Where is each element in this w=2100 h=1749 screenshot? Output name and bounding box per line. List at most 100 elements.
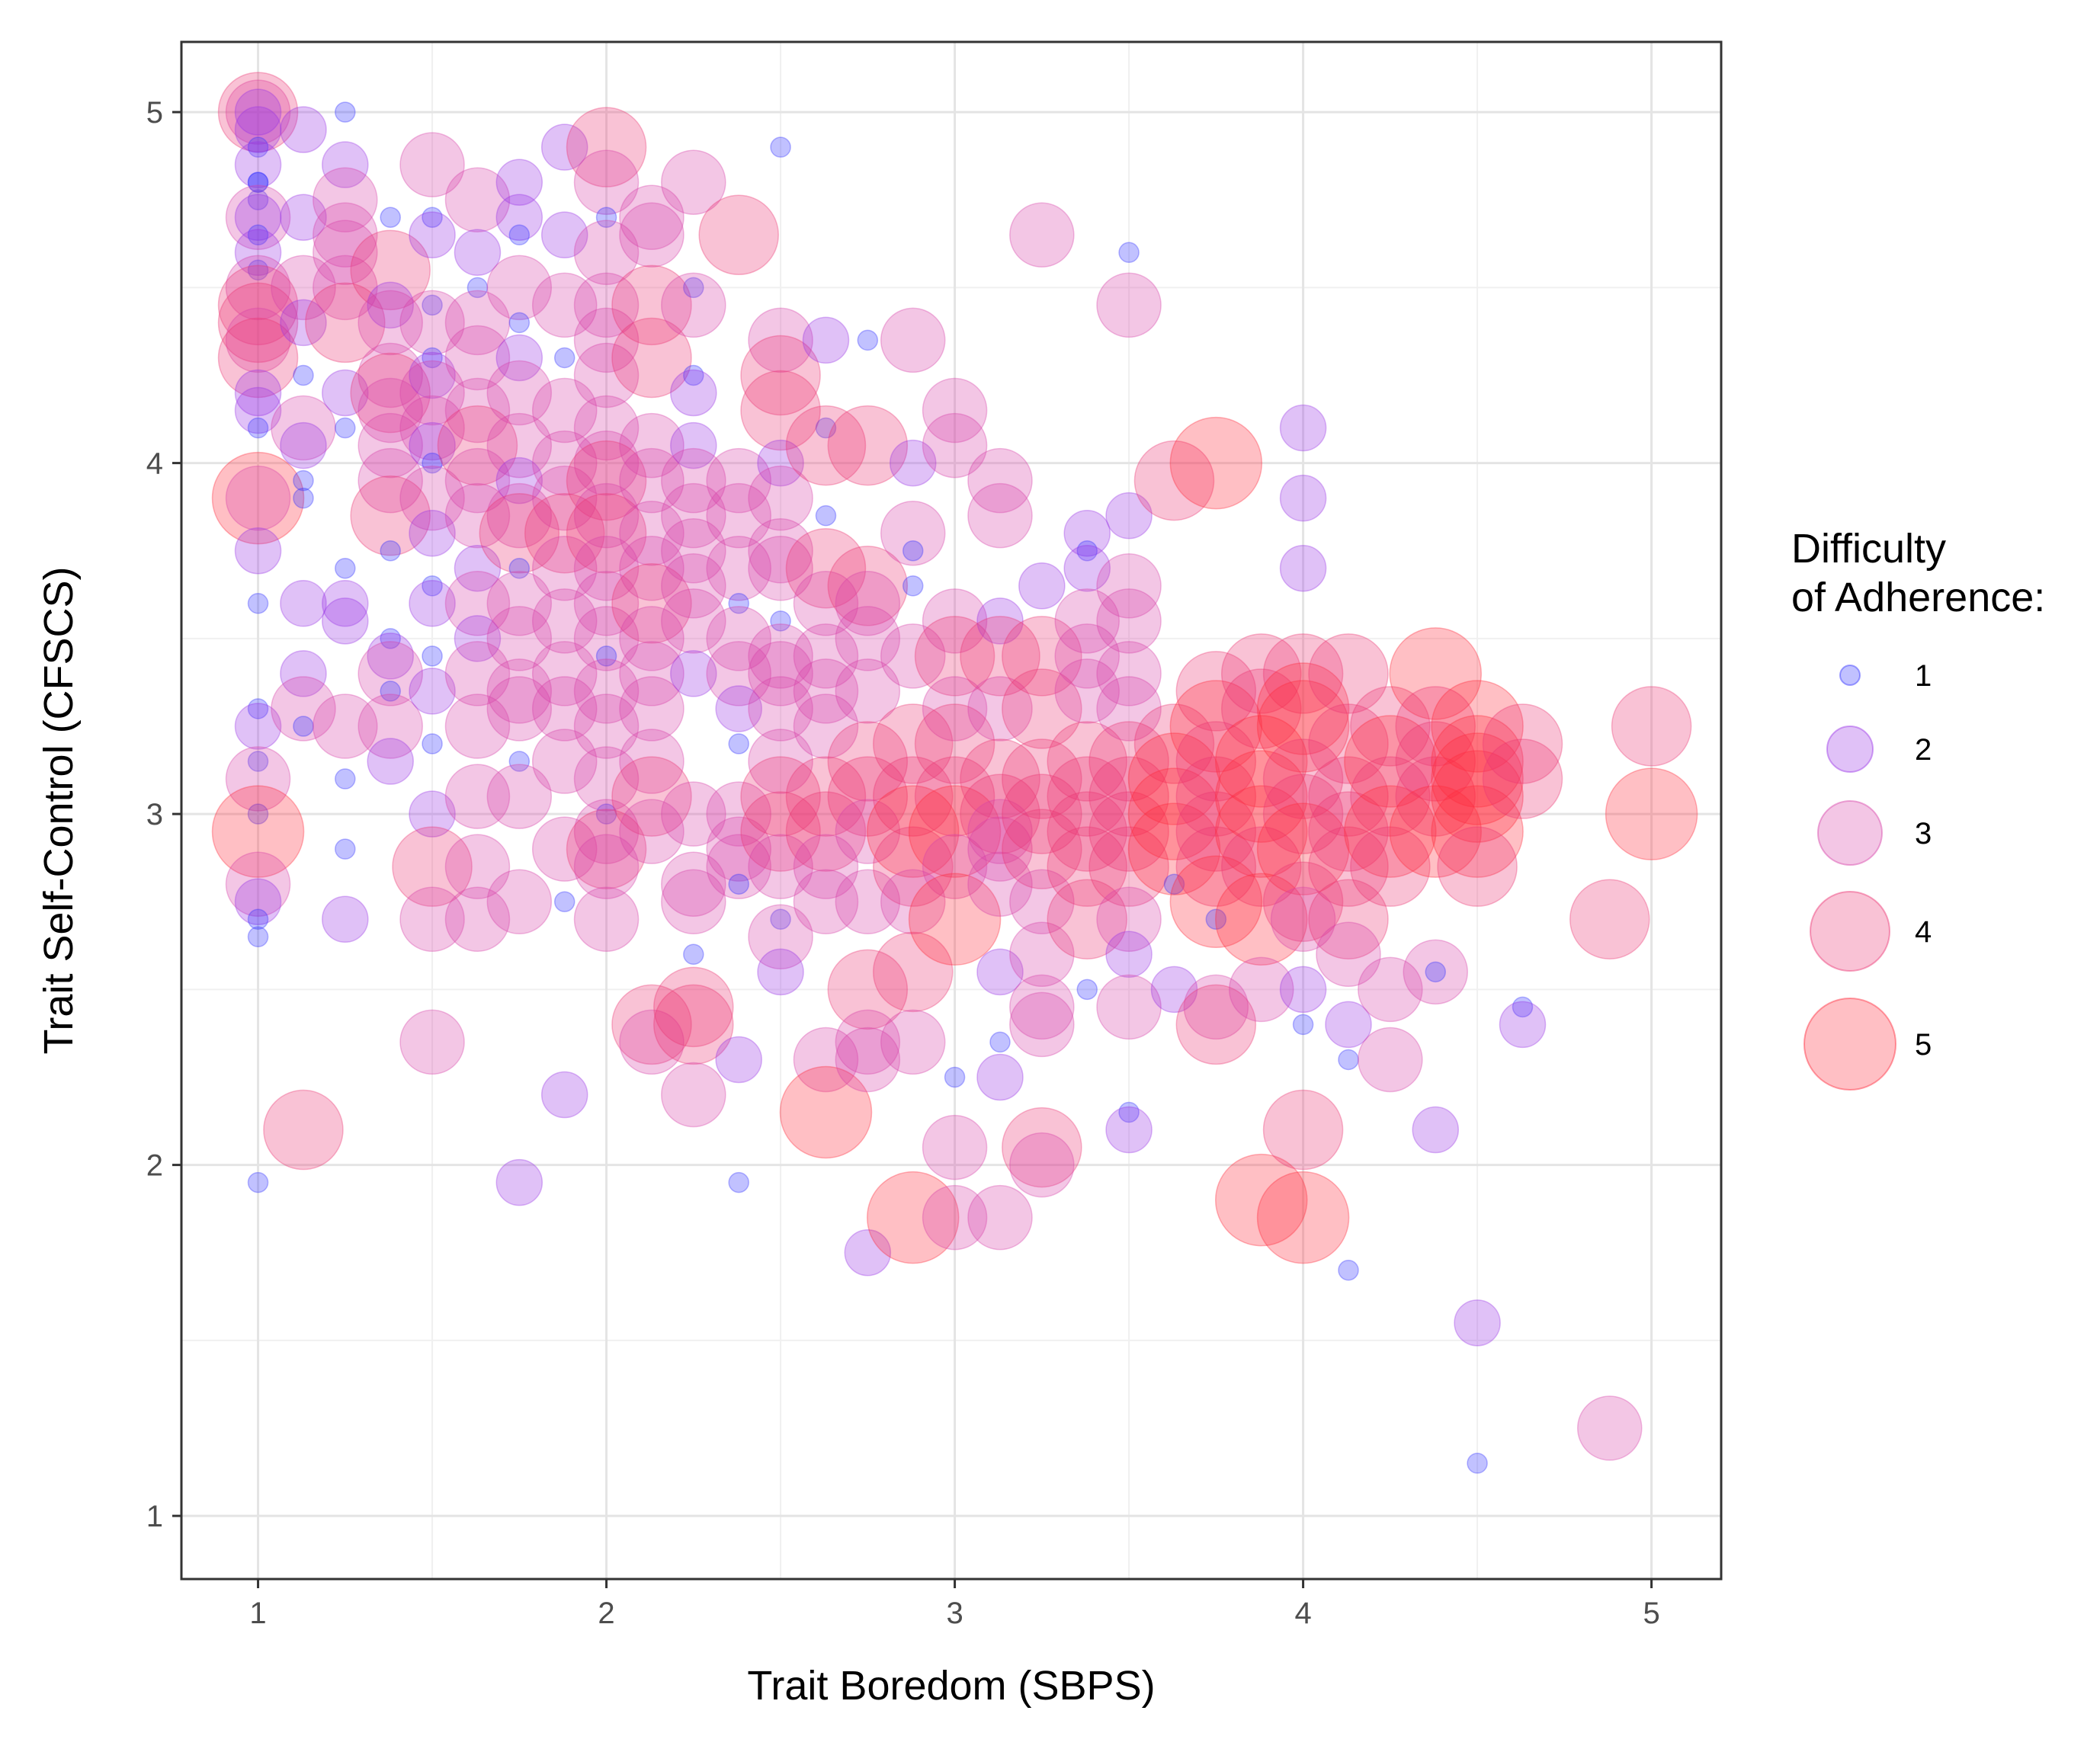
data-point [1350,826,1431,907]
data-point [540,123,588,171]
data-point [444,694,511,759]
data-point [815,505,837,527]
y-tick-label: 3 [146,798,163,831]
data-point [619,1009,685,1075]
data-point [335,558,356,579]
data-point [392,826,473,907]
data-point [793,1027,859,1093]
data-point [706,536,771,601]
data-point [409,351,456,399]
data-point [740,756,821,837]
data-point [1047,791,1127,872]
data-point [706,816,771,882]
data-point [835,1009,901,1075]
data-point [967,851,1033,917]
data-point [661,851,726,917]
data-point [914,616,995,697]
data-point [880,869,946,934]
data-point [566,492,647,574]
data-point [531,676,598,742]
data-point [1214,1153,1308,1247]
data-point [437,405,518,486]
data-point [1002,616,1082,697]
data-point [225,79,291,145]
data-point [380,628,401,649]
data-point [728,1171,749,1193]
data-point [399,360,465,426]
data-point [827,949,909,1030]
data-point [422,347,443,369]
data-point [531,430,598,496]
data-point [217,317,299,399]
data-point [1256,662,1350,755]
data-point [748,517,813,584]
minor-gridlines [181,42,1721,1579]
data-point [495,456,543,505]
data-point [779,1065,873,1159]
data-point [728,733,749,754]
data-point [234,106,282,153]
data-point [976,948,1024,996]
data-point [422,452,443,474]
data-point [305,282,386,364]
data-point [573,430,640,496]
plot-panel [180,40,1723,1581]
data-point [486,658,553,724]
data-point [247,698,269,719]
data-point [967,676,1033,742]
data-point [1256,1171,1350,1264]
data-point [1425,961,1446,983]
data-point [1133,440,1215,521]
data-point [670,369,717,417]
x-tick-label: 4 [1294,1597,1311,1630]
data-point [661,149,726,215]
data-point [335,101,356,123]
data-point [271,255,336,321]
data-point [422,575,443,597]
data-point [247,171,269,193]
data-point [553,347,575,369]
data-point [1611,686,1692,767]
data-point [922,1184,988,1251]
legend-key-label: 4 [1915,915,1932,949]
data-point [1279,404,1327,452]
data-point [866,1171,960,1264]
data-point [247,803,269,825]
data-point [1096,641,1162,706]
legend-title-line-2: of Adherence: [1791,575,2045,620]
legend-key-circle [1810,891,1890,972]
data-point [661,781,726,847]
data-point [1412,1106,1459,1154]
data-point [967,447,1033,514]
data-point [1127,767,1221,860]
data-point [486,676,553,742]
data-point [619,500,685,566]
data-point [1183,974,1249,1040]
data-point [1127,802,1221,895]
data-point [1002,809,1082,889]
data-point [835,799,901,864]
data-point [313,694,378,759]
data-point [683,943,704,966]
data-point [1096,272,1162,338]
data-point [495,159,543,206]
data-point [661,482,726,549]
data-point [1279,474,1327,522]
data-point [367,738,414,785]
data-point [1088,826,1169,907]
data-point [531,272,598,338]
data-point [1389,627,1482,720]
data-point [661,447,726,514]
data-point [508,224,531,246]
data-point [1105,492,1153,540]
data-point [1009,991,1075,1058]
data-point [770,908,791,931]
data-point [1262,774,1344,854]
data-point [573,799,640,864]
data-point [1175,826,1257,907]
data-point [508,558,531,579]
data-point [486,571,553,636]
data-point [1454,1299,1501,1347]
data-point [466,277,489,299]
data-point [1262,861,1344,942]
